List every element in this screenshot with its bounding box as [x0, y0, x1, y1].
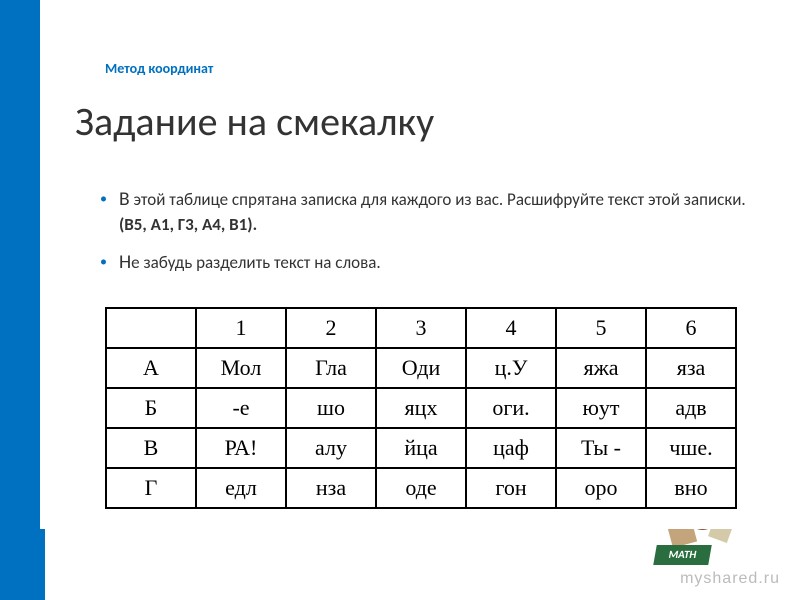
table-cell: яцх — [376, 388, 466, 428]
table-row-label: Г — [106, 468, 196, 508]
table-corner-cell — [106, 308, 196, 348]
table-cell: оро — [556, 468, 646, 508]
table-cell: Мол — [196, 348, 286, 388]
bullet-body: е забудь разделить текст на слова. — [131, 252, 381, 273]
table-cell: едл — [196, 468, 286, 508]
table-cell: йца — [376, 428, 466, 468]
table-row: А Мол Гла Оди ц.У яжа яза — [106, 348, 736, 388]
table-col-header: 1 — [196, 308, 286, 348]
cipher-table: 1 2 3 4 5 6 А Мол Гла Оди ц.У яжа яза Б … — [105, 307, 737, 509]
table-cell: юут — [556, 388, 646, 428]
table-row: Б -е шо яцх оги. юут адв — [106, 388, 736, 428]
bullet-item: • В этой таблице спрятана записка для ка… — [100, 186, 770, 237]
table-cell: нза — [286, 468, 376, 508]
table-cell: Ты - — [556, 428, 646, 468]
table-row-label: В — [106, 428, 196, 468]
table-cell: гон — [466, 468, 556, 508]
bullet-text: В этой таблице спрятана записка для кажд… — [119, 186, 770, 237]
table-col-header: 4 — [466, 308, 556, 348]
bullet-text: Не забудь разделить текст на слова. — [119, 249, 381, 276]
table-cell: РА! — [196, 428, 286, 468]
table-cell: оде — [376, 468, 466, 508]
table-cell: яжа — [556, 348, 646, 388]
table-cell: ц.У — [466, 348, 556, 388]
table-cell: -е — [196, 388, 286, 428]
slide-title: Задание на смекалку — [75, 97, 770, 146]
table-cell: цаф — [466, 428, 556, 468]
bullet-marker-icon: • — [100, 189, 107, 209]
bullet-item: • Не забудь разделить текст на слова. — [100, 249, 770, 276]
bullet-marker-icon: • — [100, 252, 107, 272]
bullet-bold-coords: (В5, А1, Г3, А4, В1). — [119, 214, 257, 235]
table-header-row: 1 2 3 4 5 6 — [106, 308, 736, 348]
table-cell: чше. — [646, 428, 736, 468]
table-row-label: Б — [106, 388, 196, 428]
table-cell: Гла — [286, 348, 376, 388]
table-cell: шо — [286, 388, 376, 428]
slide-content: Метод координат Задание на смекалку • В … — [40, 0, 800, 529]
table-col-header: 2 — [286, 308, 376, 348]
bullet-list: • В этой таблице спрятана записка для ка… — [100, 186, 770, 277]
table-col-header: 5 — [556, 308, 646, 348]
table-row: Г едл нза оде гон оро вно — [106, 468, 736, 508]
table-cell: вно — [646, 468, 736, 508]
table-col-header: 6 — [646, 308, 736, 348]
left-accent-bar — [0, 0, 45, 600]
table-cell: алу — [286, 428, 376, 468]
table-row-label: А — [106, 348, 196, 388]
bullet-cap: В — [119, 187, 130, 211]
table-cell: адв — [646, 388, 736, 428]
math-badge: MATH — [653, 545, 712, 565]
table-col-header: 3 — [376, 308, 466, 348]
table-cell: яза — [646, 348, 736, 388]
bullet-cap: Н — [119, 250, 131, 274]
table-cell: Оди — [376, 348, 466, 388]
slide-subtitle: Метод координат — [105, 60, 770, 77]
bullet-body: этой таблице спрятана записка для каждог… — [130, 189, 746, 210]
watermark: myshared.ru — [680, 570, 780, 588]
table-row: В РА! алу йца цаф Ты - чше. — [106, 428, 736, 468]
table-cell: оги. — [466, 388, 556, 428]
